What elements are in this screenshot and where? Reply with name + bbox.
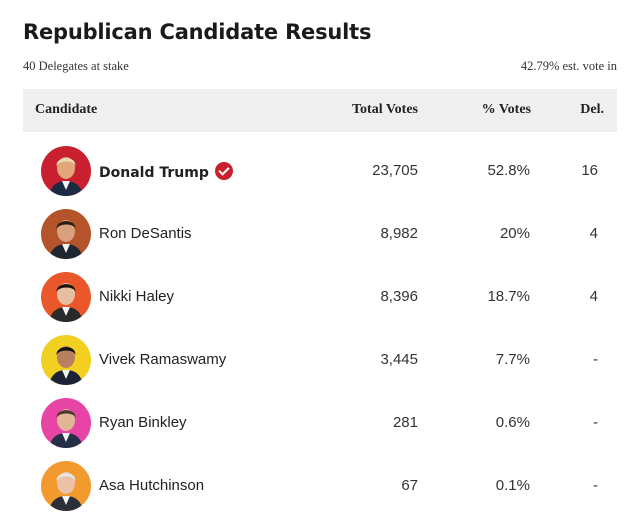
total-votes: 23,705 <box>372 162 418 179</box>
delegates-at-stake: 40 Delegates at stake <box>23 59 129 73</box>
delegates-won: - <box>593 477 598 494</box>
candidate-name: Donald Trump <box>99 165 209 181</box>
percent-votes: 20% <box>499 225 530 242</box>
vote-reporting-status: 42.79% est. vote in <box>520 59 617 73</box>
table-row: Vivek Ramaswamy 3,445 7.7% - <box>23 329 617 392</box>
table-row: Ryan Binkley 281 0.6% - <box>23 392 617 455</box>
total-votes: 8,396 <box>380 288 418 305</box>
delegates-won: 16 <box>581 162 598 179</box>
column-header-percent-votes: % Votes <box>481 102 531 117</box>
total-votes: 281 <box>392 414 418 431</box>
total-votes: 3,445 <box>380 351 418 368</box>
percent-votes: 18.7% <box>487 288 530 305</box>
column-header-total-votes: Total Votes <box>351 102 418 117</box>
candidate-avatar <box>41 335 91 385</box>
percent-votes: 52.8% <box>487 162 530 179</box>
delegates-won: 4 <box>589 288 598 305</box>
candidate-name-cell: Donald Trump <box>99 162 233 181</box>
candidate-name: Asa Hutchinson <box>99 477 205 494</box>
candidate-name: Nikki Haley <box>99 288 175 305</box>
delegates-won: - <box>593 414 598 431</box>
delegates-won: - <box>593 351 598 368</box>
percent-votes: 0.6% <box>495 414 530 431</box>
candidate-avatar <box>41 146 91 196</box>
table-row: Donald Trump 23,705 52.8% 16 <box>23 140 617 203</box>
candidate-name: Ryan Binkley <box>99 414 187 431</box>
column-header-delegates: Del. <box>580 102 604 117</box>
delegates-won: 4 <box>589 225 598 242</box>
candidate-avatar <box>41 398 91 448</box>
table-row: Asa Hutchinson 67 0.1% - <box>23 455 617 518</box>
table-header: Candidate Total Votes % Votes Del. <box>23 89 617 132</box>
page-title: Republican Candidate Results <box>23 20 372 44</box>
winner-check-icon <box>214 162 233 180</box>
candidate-name: Ron DeSantis <box>99 225 192 242</box>
candidate-avatar <box>41 272 91 322</box>
candidate-avatar <box>41 461 91 511</box>
candidate-avatar <box>41 209 91 259</box>
total-votes: 67 <box>401 477 418 494</box>
percent-votes: 7.7% <box>495 351 530 368</box>
table-row: Nikki Haley 8,396 18.7% 4 <box>23 266 617 329</box>
table-row: Ron DeSantis 8,982 20% 4 <box>23 203 617 266</box>
total-votes: 8,982 <box>380 225 418 242</box>
column-header-candidate: Candidate <box>35 102 98 117</box>
candidate-name: Vivek Ramaswamy <box>99 351 227 368</box>
percent-votes: 0.1% <box>495 477 530 494</box>
